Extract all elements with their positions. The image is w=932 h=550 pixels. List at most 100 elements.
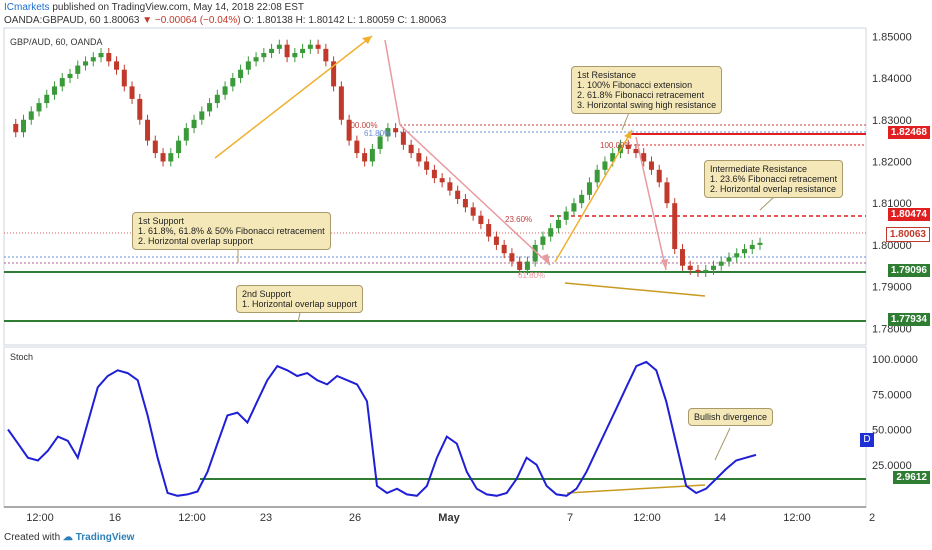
resistance-tag: 1.82468: [887, 126, 930, 139]
candle-body: [168, 153, 174, 162]
note-pointer-2: [759, 195, 776, 211]
candle-body: [563, 211, 569, 220]
candle-body: [641, 153, 647, 162]
stoch-axis-label: 75.0000: [872, 389, 912, 401]
time-axis-label: 16: [109, 512, 121, 524]
candle-body: [160, 153, 166, 162]
candle-body: [21, 119, 27, 133]
time-axis-label: 26: [349, 512, 361, 524]
candle-body: [757, 242, 763, 245]
candle-body: [687, 265, 693, 270]
author-name[interactable]: ICmarkets: [4, 2, 50, 13]
candle-body: [191, 119, 197, 129]
stoch-axis-label: 50.0000: [872, 425, 912, 437]
price-pane-border: [3, 27, 867, 346]
trend-up-arrow-1: [214, 35, 373, 159]
price-candles: [13, 39, 763, 278]
candle-body: [726, 257, 732, 262]
candle-body: [656, 169, 662, 183]
candle-body: [276, 44, 282, 49]
time-axis-label: May: [438, 512, 460, 524]
price-axis-label: 1.83000: [872, 115, 912, 127]
trend-up-arrowhead-2: [624, 130, 632, 139]
note-first-support[interactable]: 1st Support 1. 61.8%, 61.8% & 50% Fibona…: [132, 212, 331, 250]
note-bullish-divergence[interactable]: Bullish divergence: [688, 408, 774, 426]
candle-body: [67, 73, 73, 79]
candle-body: [292, 53, 298, 58]
footer: Created with ☁ TradingView: [4, 532, 134, 543]
time-axis-label: 7: [567, 512, 573, 524]
candle-body: [369, 148, 375, 162]
candle-body: [106, 53, 112, 62]
candle-body: [207, 103, 213, 112]
time-axis: 12:00 16 12:00 23 26 May 7 12:00 14 12:00 2: [26, 512, 875, 524]
candle-body: [238, 69, 244, 79]
stoch-pane-border: [3, 346, 867, 508]
support-2-tag: 1.77934: [887, 313, 930, 326]
candle-body: [400, 132, 406, 145]
candle-body: [59, 78, 65, 87]
note-intermediate-resistance[interactable]: Intermediate Resistance 1. 23.6% Fibonac…: [704, 160, 844, 198]
candle-body: [586, 182, 592, 195]
candle-body: [648, 161, 654, 170]
candle-body: [377, 136, 383, 149]
candle-body: [245, 61, 251, 70]
fib-arrow-2: [399, 124, 551, 266]
candle-body: [90, 57, 96, 62]
candle-body: [447, 182, 453, 191]
price-axis: 1.85000 1.84000 1.83000 1.82000 1.81000 1.800…: [872, 31, 912, 335]
candle-body: [152, 140, 158, 154]
candle-body: [524, 261, 530, 270]
time-axis-label: 12:00: [26, 512, 54, 524]
candle-body: [385, 128, 391, 137]
candle-body: [129, 86, 135, 99]
price-axis-label: 1.79000: [872, 282, 912, 294]
current-price-tag: 1.80063: [885, 227, 930, 242]
tradingview-logo-icon: ☁: [62, 532, 73, 543]
publisher-line: ICmarkets published on TradingView.com, …: [4, 2, 304, 13]
stoch-divergence-line: [566, 484, 706, 494]
candle-body: [307, 44, 313, 49]
candle-body: [98, 53, 104, 58]
candle-body: [393, 128, 399, 133]
candle-body: [214, 94, 220, 104]
note-second-support[interactable]: 2nd Support 1. Horizontal overlap suppor…: [236, 285, 364, 313]
candle-body: [300, 48, 306, 54]
candle-body: [230, 78, 236, 87]
candle-body: [331, 61, 337, 87]
candle-body: [679, 249, 685, 266]
price-axis-label: 1.84000: [872, 73, 912, 85]
stoch-axis: 100.0000 75.0000 50.0000 25.0000: [872, 354, 918, 472]
stoch-axis-label: 25.0000: [872, 460, 912, 472]
candle-body: [354, 140, 360, 154]
stoch-line: [7, 360, 757, 497]
fib-label-100a: 100.00%: [346, 121, 378, 130]
footer-brand[interactable]: TradingView: [75, 532, 135, 543]
stoch-label: Stoch: [10, 352, 34, 362]
price-axis-label: 1.82000: [872, 156, 912, 168]
time-axis-label: 14: [714, 512, 726, 524]
candle-body: [176, 140, 182, 154]
note-first-resistance[interactable]: 1st Resistance 1. 100% Fibonacci extensi…: [571, 66, 723, 114]
candle-body: [408, 144, 414, 154]
candle-body: [199, 111, 205, 120]
price-axis-label: 1.85000: [872, 31, 912, 43]
candle-body: [36, 103, 42, 112]
price-axis-label: 1.81000: [872, 198, 912, 210]
fib-arrow-3: [635, 136, 667, 271]
candle-body: [703, 269, 709, 273]
candle-body: [431, 169, 437, 179]
candle-body: [509, 253, 515, 262]
candle-body: [734, 253, 740, 258]
candle-body: [424, 161, 430, 170]
candle-body: [695, 269, 701, 273]
price-change: −0.00064 (−0.04%): [154, 15, 241, 26]
candle-body: [602, 161, 608, 170]
fib-label-618b: 61.80%: [518, 271, 545, 280]
stoch-tag: 2.9612: [893, 471, 930, 484]
stoch-axis-label: 100.0000: [872, 354, 918, 366]
candle-body: [548, 228, 554, 237]
candle-body: [121, 69, 127, 87]
fib-label-618: 61.80%: [364, 129, 391, 138]
